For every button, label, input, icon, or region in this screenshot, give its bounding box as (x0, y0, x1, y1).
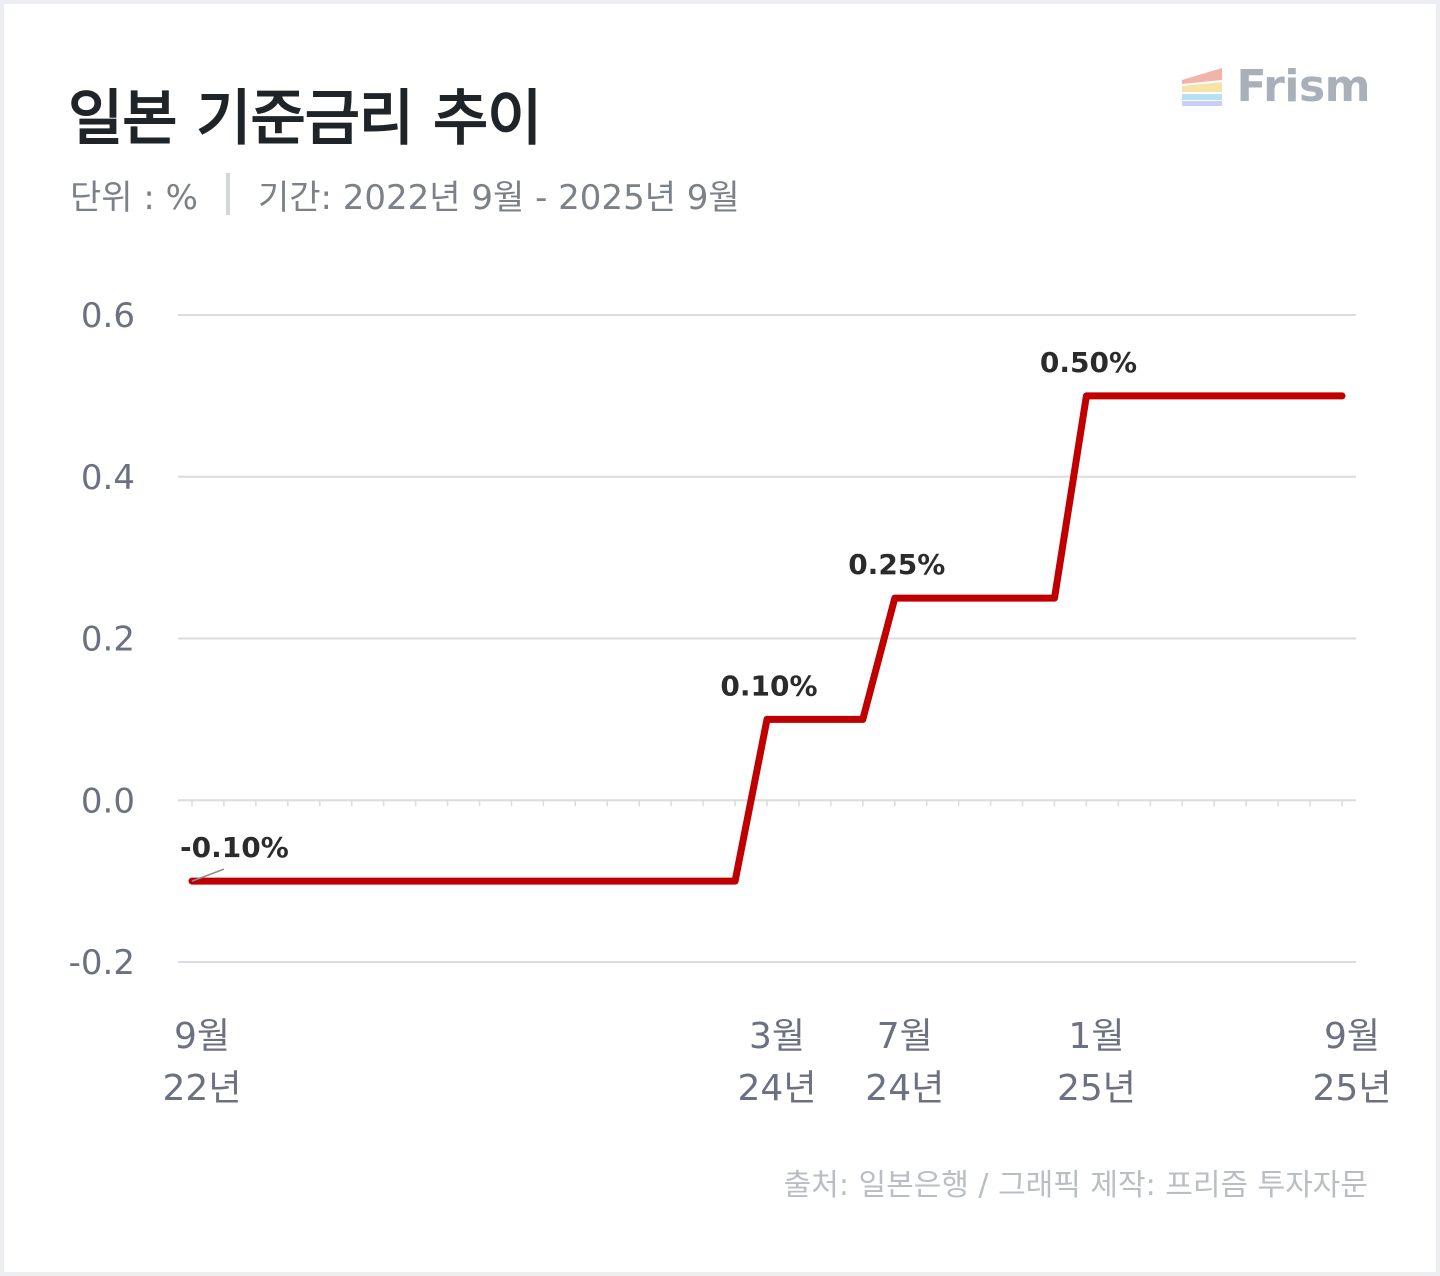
subtitle-divider (225, 173, 230, 215)
source-note: 출처: 일본은행 / 그래픽 제작: 프리즘 투자자문 (783, 1168, 1368, 1203)
y-tick-label: 0.2 (81, 620, 135, 660)
unit-label: 단위 : % (70, 177, 198, 218)
x-tick-year: 25년 (1057, 1068, 1136, 1109)
brand-logo: Frism (1182, 60, 1370, 112)
x-tick-month: 9월 (174, 1016, 230, 1057)
data-label: 0.10% (720, 669, 817, 702)
y-tick-label: 0.0 (81, 781, 135, 821)
rate-series-line (188, 392, 1346, 885)
brand-name: Frism (1236, 60, 1370, 112)
data-label: 0.25% (848, 548, 945, 581)
y-tick-label: 0.6 (81, 296, 135, 336)
x-tick-month: 3월 (749, 1016, 805, 1057)
page-title: 일본 기준금리 추이 (68, 84, 542, 154)
x-tick-year: 25년 (1313, 1068, 1392, 1109)
annotation-leader (191, 868, 225, 882)
x-tick-year: 24년 (865, 1068, 944, 1109)
period-label: 기간: 2022년 9월 - 2025년 9월 (257, 177, 740, 218)
subtitle: 단위 : % 기간: 2022년 9월 - 2025년 9월 (70, 172, 740, 218)
x-tick-month: 7월 (877, 1016, 933, 1057)
y-tick-label: 0.4 (81, 458, 135, 498)
y-tick-label: -0.2 (69, 943, 135, 983)
x-tick-year: 22년 (163, 1068, 242, 1109)
data-label: -0.10% (180, 831, 289, 864)
frism-logo-icon (1182, 68, 1223, 106)
x-tick-month: 9월 (1324, 1016, 1380, 1057)
x-tick-month: 1월 (1068, 1016, 1124, 1057)
rate-chart: -0.2 0.0 0.2 0.4 0.6 9월 22년 3월 24년 7월 24년 1월 25년 9월 25… (69, 296, 1392, 1109)
data-label: 0.50% (1040, 346, 1137, 379)
x-tick-year: 24년 (738, 1068, 817, 1109)
